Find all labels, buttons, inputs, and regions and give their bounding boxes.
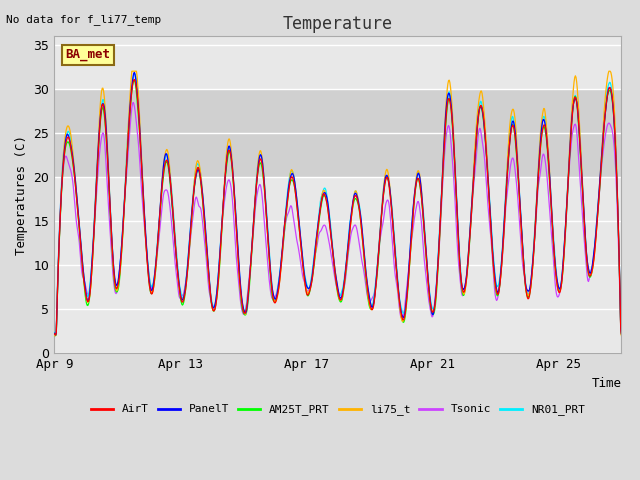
Text: No data for f_li77_temp: No data for f_li77_temp bbox=[6, 14, 162, 25]
Title: Temperature: Temperature bbox=[283, 15, 393, 33]
Legend: AirT, PanelT, AM25T_PRT, li75_t, Tsonic, NR01_PRT: AirT, PanelT, AM25T_PRT, li75_t, Tsonic,… bbox=[86, 400, 589, 420]
Bar bbox=[54, 89, 621, 177]
Text: BA_met: BA_met bbox=[66, 48, 111, 61]
Y-axis label: Temperatures (C): Temperatures (C) bbox=[15, 134, 28, 254]
X-axis label: Time: Time bbox=[591, 377, 621, 390]
